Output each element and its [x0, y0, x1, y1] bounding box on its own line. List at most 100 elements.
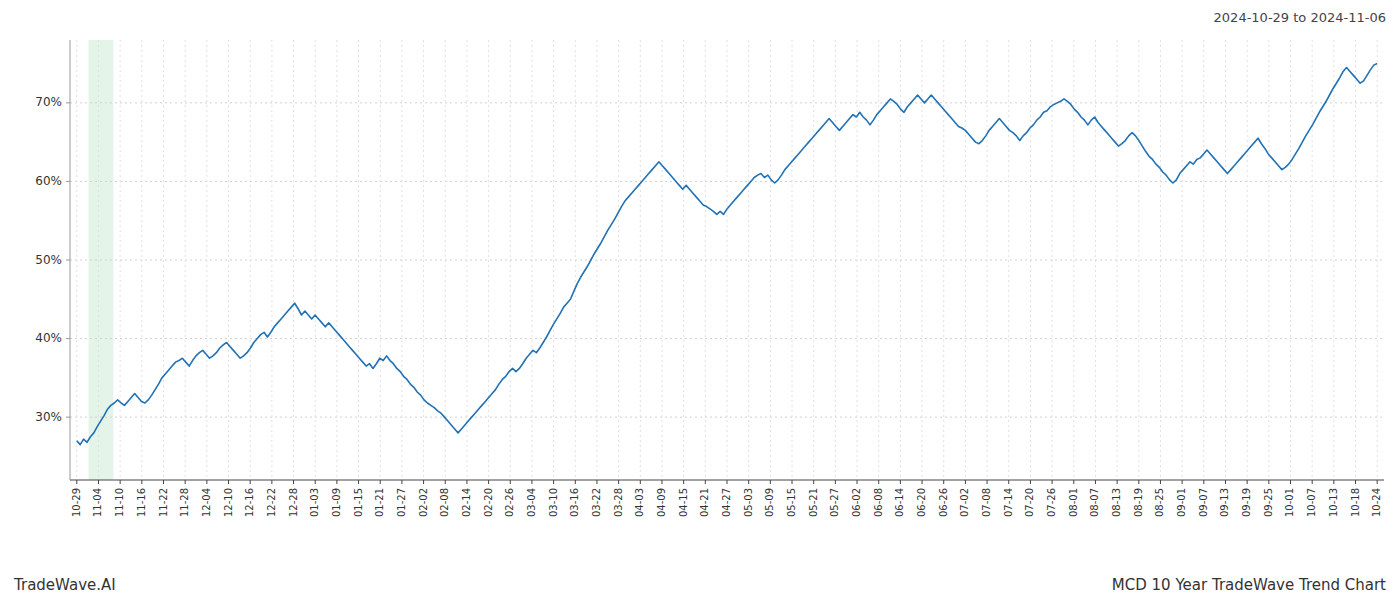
x-grid-line — [813, 40, 814, 480]
x-tick — [1030, 480, 1031, 484]
chart-svg: 30%40%50%60%70%10-2911-0411-1011-1611-22… — [0, 0, 1400, 600]
x-grid-line — [1377, 40, 1378, 480]
x-tick-label: 01-03 — [309, 488, 320, 517]
x-tick — [1095, 480, 1096, 484]
x-tick-label: 05-09 — [764, 488, 775, 517]
y-grid-line — [70, 102, 1384, 103]
x-tick-label: 11-10 — [114, 488, 125, 517]
x-tick-label: 12-22 — [266, 488, 277, 517]
x-tick-label: 03-28 — [613, 488, 624, 517]
x-tick-label: 06-20 — [916, 488, 927, 517]
x-grid-line — [228, 40, 229, 480]
x-grid-line — [315, 40, 316, 480]
y-tick — [66, 181, 70, 182]
y-grid-line — [70, 338, 1384, 339]
x-tick-label: 10-01 — [1284, 488, 1295, 517]
x-tick — [900, 480, 901, 484]
x-tick-label: 01-21 — [374, 488, 385, 517]
x-tick-label: 06-02 — [851, 488, 862, 517]
x-tick — [661, 480, 662, 484]
trend-line — [77, 64, 1377, 445]
x-grid-line — [1312, 40, 1313, 480]
x-tick — [380, 480, 381, 484]
x-tick-label: 09-07 — [1198, 488, 1209, 517]
x-grid-line — [1117, 40, 1118, 480]
x-tick — [1073, 480, 1074, 484]
x-grid-line — [640, 40, 641, 480]
x-tick-label: 04-09 — [656, 488, 667, 517]
x-grid-line — [748, 40, 749, 480]
x-tick — [640, 480, 641, 484]
x-tick — [1182, 480, 1183, 484]
x-grid-line — [835, 40, 836, 480]
x-tick — [1377, 480, 1378, 484]
x-grid-line — [575, 40, 576, 480]
x-grid-line — [727, 40, 728, 480]
x-tick-label: 10-18 — [1350, 488, 1361, 517]
y-tick-label: 40% — [35, 331, 62, 345]
x-tick — [878, 480, 879, 484]
x-tick-label: 03-22 — [591, 488, 602, 517]
x-tick-label: 08-01 — [1068, 488, 1079, 517]
x-tick-label: 02-26 — [504, 488, 515, 517]
x-tick — [618, 480, 619, 484]
x-tick — [1290, 480, 1291, 484]
x-tick-label: 11-04 — [92, 488, 103, 517]
x-tick-label: 09-01 — [1176, 488, 1187, 517]
x-grid-line — [1333, 40, 1334, 480]
x-tick — [596, 480, 597, 484]
x-tick-label: 08-13 — [1111, 488, 1122, 517]
x-tick — [98, 480, 99, 484]
x-grid-line — [466, 40, 467, 480]
x-tick — [1312, 480, 1313, 484]
x-grid-line — [293, 40, 294, 480]
x-tick-label: 09-25 — [1263, 488, 1274, 517]
x-tick — [423, 480, 424, 484]
x-tick — [185, 480, 186, 484]
x-grid-line — [206, 40, 207, 480]
x-tick-label: 04-03 — [634, 488, 645, 517]
x-grid-line — [1030, 40, 1031, 480]
x-grid-line — [1138, 40, 1139, 480]
x-grid-line — [1008, 40, 1009, 480]
x-tick — [531, 480, 532, 484]
x-tick-label: 05-21 — [808, 488, 819, 517]
chart-container: 30%40%50%60%70%10-2911-0411-1011-1611-22… — [0, 0, 1400, 600]
x-tick-label: 03-16 — [569, 488, 580, 517]
x-grid-line — [531, 40, 532, 480]
x-tick-label: 05-15 — [786, 488, 797, 517]
x-tick — [1008, 480, 1009, 484]
x-grid-line — [1182, 40, 1183, 480]
x-tick-label: 06-08 — [873, 488, 884, 517]
x-grid-line — [553, 40, 554, 480]
x-tick-label: 02-08 — [439, 488, 450, 517]
x-tick-label: 11-22 — [158, 488, 169, 517]
x-tick — [1160, 480, 1161, 484]
x-tick-label: 12-04 — [201, 488, 212, 517]
annotation: TradeWave.AI — [13, 576, 116, 594]
x-tick-label: 12-28 — [288, 488, 299, 517]
x-tick-label: 07-14 — [1003, 488, 1014, 517]
x-tick-label: 10-13 — [1328, 488, 1339, 517]
x-grid-line — [445, 40, 446, 480]
x-tick — [943, 480, 944, 484]
x-tick-label: 12-10 — [223, 488, 234, 517]
x-tick-label: 07-08 — [981, 488, 992, 517]
x-tick-label: 04-15 — [678, 488, 689, 517]
x-grid-line — [1355, 40, 1356, 480]
x-grid-line — [1095, 40, 1096, 480]
x-tick-label: 01-09 — [331, 488, 342, 517]
x-tick — [401, 480, 402, 484]
x-tick-label: 06-26 — [938, 488, 949, 517]
x-grid-line — [1268, 40, 1269, 480]
y-tick — [66, 102, 70, 103]
x-tick-label: 01-27 — [396, 488, 407, 517]
x-grid-line — [163, 40, 164, 480]
x-tick-label: 09-13 — [1219, 488, 1230, 517]
x-tick-label: 05-27 — [829, 488, 840, 517]
x-tick — [1247, 480, 1248, 484]
y-tick-label: 50% — [35, 253, 62, 267]
x-tick-label: 11-16 — [136, 488, 147, 517]
x-grid-line — [618, 40, 619, 480]
x-tick — [965, 480, 966, 484]
